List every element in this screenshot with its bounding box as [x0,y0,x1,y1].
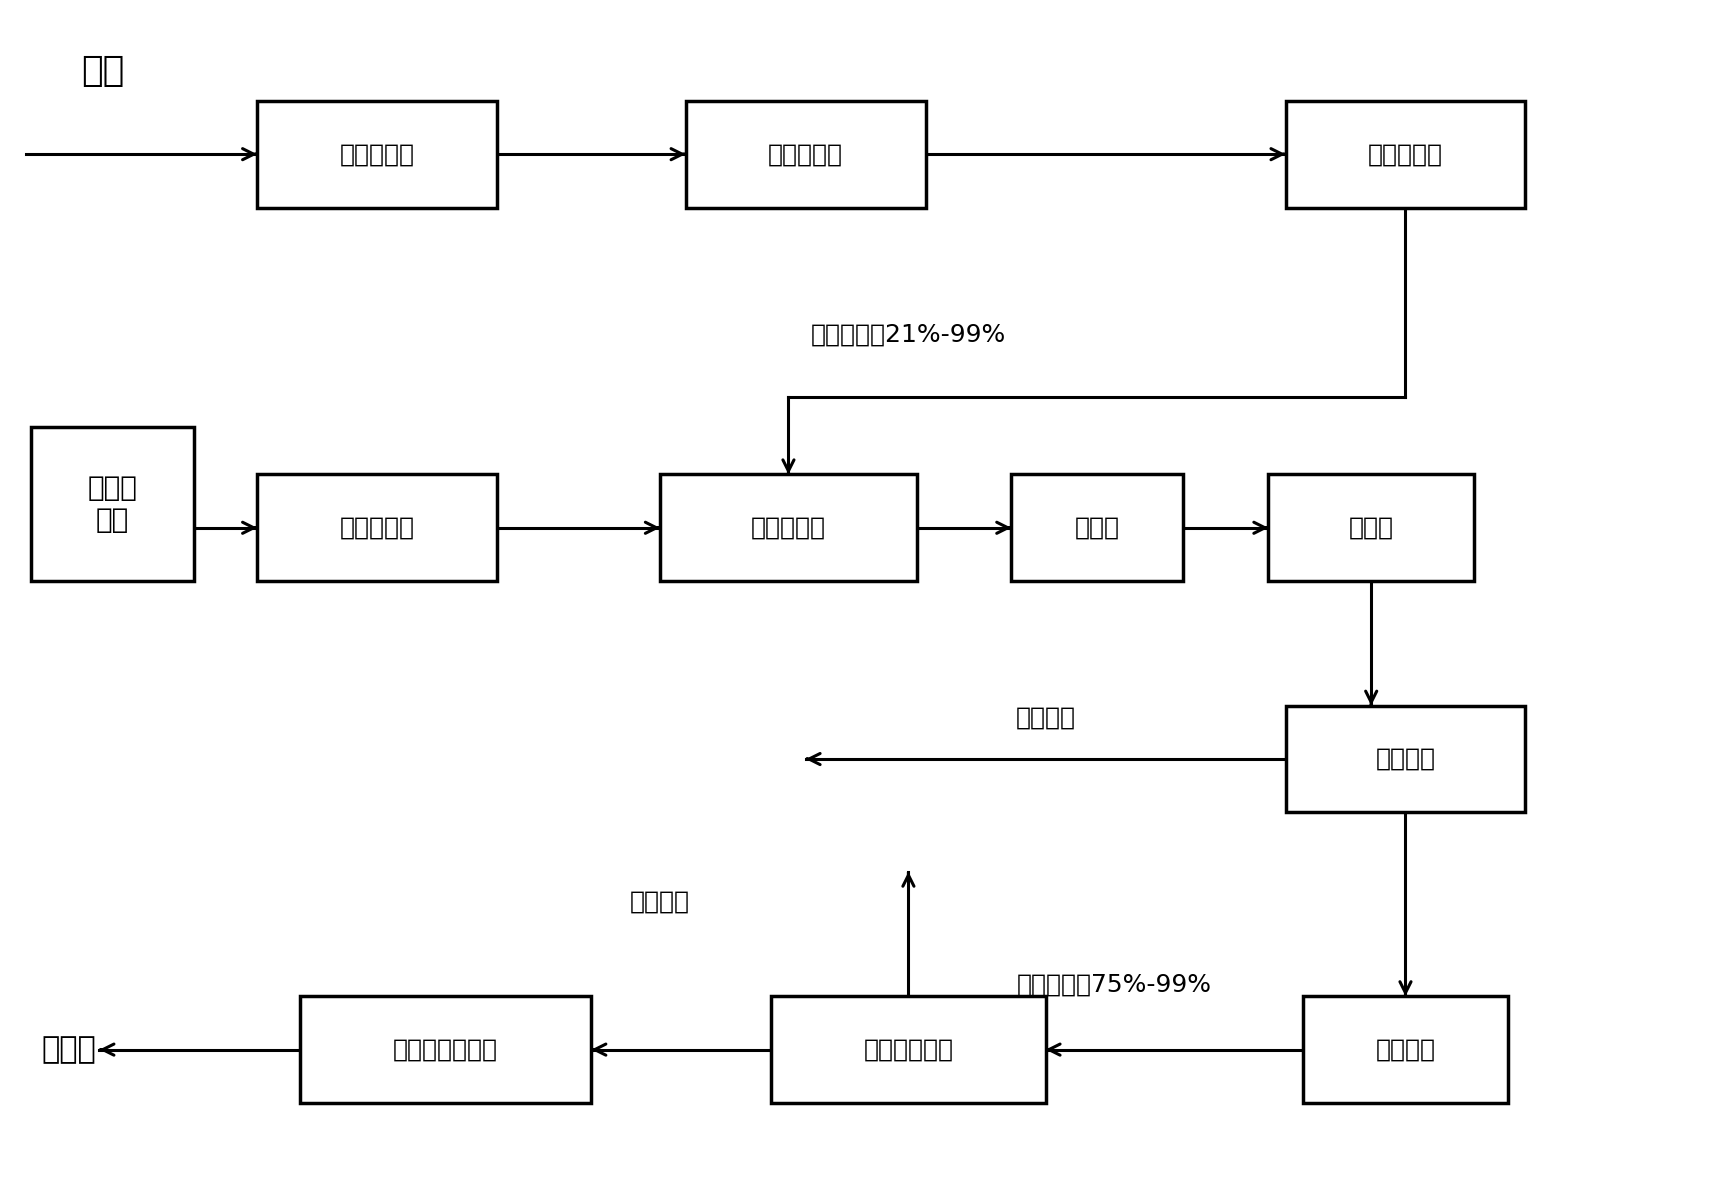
Bar [1268,474,1474,581]
Text: 中变炉: 中变炉 [1075,516,1119,540]
Text: 天然气
蒸汽: 天然气 蒸汽 [87,474,137,534]
Text: 脱碳装置: 脱碳装置 [1375,747,1436,771]
Text: 低变炉: 低变炉 [1349,516,1393,540]
Text: 尾气排放: 尾气排放 [1015,706,1076,729]
Text: 富氧贮存罐: 富氧贮存罐 [768,142,843,166]
Text: 制富氧装置: 制富氧装置 [339,142,415,166]
Text: 尾气排放: 尾气排放 [629,890,691,913]
Text: 环己酮: 环己酮 [41,1035,96,1064]
Bar [1011,474,1183,581]
Text: 环己酮生产装置: 环己酮生产装置 [393,1038,499,1061]
Bar [31,427,194,581]
Bar [1286,706,1525,812]
Bar [1303,996,1508,1103]
Text: 氧气含量为21%-99%: 氧气含量为21%-99% [811,323,1006,346]
Text: 甲烷化炉: 甲烷化炉 [1375,1038,1436,1061]
Bar [771,996,1046,1103]
Text: 氢气含量为75%-99%: 氢气含量为75%-99% [1016,973,1212,996]
Bar [257,474,497,581]
Text: 一段反应炉: 一段反应炉 [339,516,415,540]
Bar [1286,101,1525,208]
Bar [257,101,497,208]
Text: 空气: 空气 [81,55,125,88]
Bar [660,474,917,581]
Text: 二段反应炉: 二段反应炉 [751,516,826,540]
Bar [686,101,926,208]
Bar [300,996,591,1103]
Text: 苯加氢反应炉: 苯加氢反应炉 [864,1038,953,1061]
Text: 富氧压缩机: 富氧压缩机 [1368,142,1443,166]
